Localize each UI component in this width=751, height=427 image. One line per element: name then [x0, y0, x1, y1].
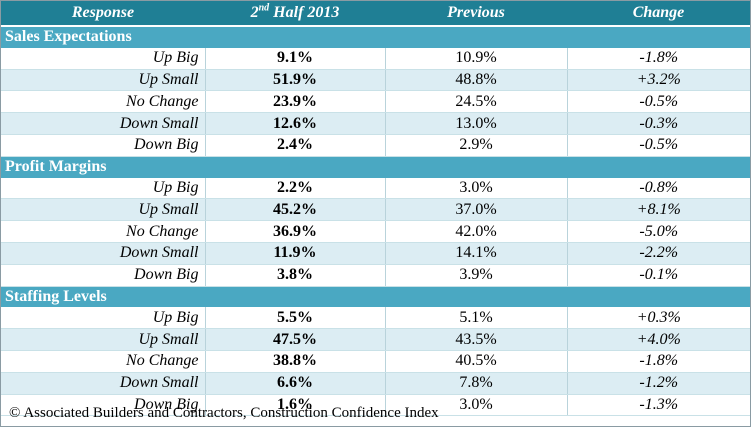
previous-value-cell: 43.5% — [385, 328, 568, 351]
table-row: Down Small 12.6% 13.0% -0.3% — [1, 112, 750, 135]
section-header-row: Profit Margins — [1, 155, 750, 178]
response-cell: Down Big — [1, 134, 206, 157]
change-value-cell: -1.8% — [567, 47, 750, 70]
current-value-cell: 2.2% — [205, 177, 386, 200]
response-cell: Down Small — [1, 242, 206, 265]
current-value-cell: 38.8% — [205, 350, 386, 373]
current-value-cell: 47.5% — [205, 328, 386, 351]
current-value-cell: 9.1% — [205, 47, 386, 70]
response-cell: Down Small — [1, 112, 206, 135]
response-cell: No Change — [1, 350, 206, 373]
response-cell: Down Big — [1, 394, 206, 417]
previous-value-cell: 40.5% — [385, 350, 568, 373]
header-response: Response — [1, 1, 205, 27]
change-value-cell: -0.1% — [567, 264, 750, 287]
table-row: Up Small 47.5% 43.5% +4.0% — [1, 328, 750, 351]
header-previous: Previous — [385, 1, 567, 27]
table-row: Up Small 45.2% 37.0% +8.1% — [1, 198, 750, 222]
table-row: Down Big 3.8% 3.9% -0.1% — [1, 264, 750, 287]
current-value-cell: 36.9% — [205, 220, 386, 243]
change-value-cell: -1.3% — [567, 394, 750, 417]
change-value-cell: -0.3% — [567, 112, 750, 135]
change-value-cell: +8.1% — [567, 198, 750, 222]
table-header: Response 2nd Half 2013 Previous Change — [1, 1, 750, 27]
table-body: Sales Expectations Up Big 9.1% 10.9% -1.8% Up… — [1, 25, 750, 417]
response-cell: Up Big — [1, 307, 206, 330]
table-row: Down Big 1.6% 3.0% -1.3% — [1, 394, 750, 417]
previous-value-cell: 10.9% — [385, 47, 568, 70]
current-value-cell: 12.6% — [205, 112, 386, 135]
current-value-cell: 3.8% — [205, 264, 386, 287]
source-footnote: © Associated Builders and Contractors, C… — [9, 405, 439, 421]
previous-value-cell: 37.0% — [385, 198, 568, 222]
response-cell: Up Small — [1, 198, 206, 222]
section-header-row: Sales Expectations — [1, 25, 750, 48]
section-title: Profit Margins — [1, 155, 750, 178]
table-row: Down Small 6.6% 7.8% -1.2% — [1, 372, 750, 395]
previous-value-cell: 14.1% — [385, 242, 568, 265]
change-value-cell: -0.5% — [567, 134, 750, 157]
current-value-cell: 51.9% — [205, 69, 386, 92]
table-row: No Change 23.9% 24.5% -0.5% — [1, 90, 750, 114]
previous-value-cell: 2.9% — [385, 134, 568, 157]
previous-value-cell: 24.5% — [385, 90, 568, 114]
table-row: Down Small 11.9% 14.1% -2.2% — [1, 242, 750, 265]
table-row: Down Big 2.4% 2.9% -0.5% — [1, 134, 750, 157]
previous-value-cell: 3.0% — [385, 394, 568, 417]
header-current-label: Half 2013 — [269, 4, 340, 21]
current-value-cell: 5.5% — [205, 307, 386, 330]
header-current-number: 2 — [250, 4, 259, 21]
response-cell: Up Small — [1, 328, 206, 351]
change-value-cell: -1.2% — [567, 372, 750, 395]
response-cell: Down Big — [1, 264, 206, 287]
response-cell: No Change — [1, 90, 206, 114]
previous-value-cell: 48.8% — [385, 69, 568, 92]
table-row: Up Small 51.9% 48.8% +3.2% — [1, 69, 750, 92]
previous-value-cell: 13.0% — [385, 112, 568, 135]
current-value-cell: 11.9% — [205, 242, 386, 265]
current-value-cell: 23.9% — [205, 90, 386, 114]
change-value-cell: +4.0% — [567, 328, 750, 351]
previous-value-cell: 5.1% — [385, 307, 568, 330]
change-value-cell: +3.2% — [567, 69, 750, 92]
section-header-row: Staffing Levels — [1, 285, 750, 308]
change-value-cell: -0.8% — [567, 177, 750, 200]
table-row: No Change 36.9% 42.0% -5.0% — [1, 220, 750, 243]
confidence-index-table: Response 2nd Half 2013 Previous Change S… — [1, 1, 750, 417]
current-value-cell: 2.4% — [205, 134, 386, 157]
section-title: Sales Expectations — [1, 25, 750, 48]
current-value-cell: 45.2% — [205, 198, 386, 222]
header-current-suffix: nd — [258, 2, 270, 14]
response-cell: Down Small — [1, 372, 206, 395]
table-row: Up Big 5.5% 5.1% +0.3% — [1, 307, 750, 330]
table-row: Up Big 2.2% 3.0% -0.8% — [1, 177, 750, 200]
change-value-cell: -1.8% — [567, 350, 750, 373]
previous-value-cell: 7.8% — [385, 372, 568, 395]
response-cell: Up Small — [1, 69, 206, 92]
response-cell: No Change — [1, 220, 206, 243]
current-value-cell: 1.6% — [205, 394, 386, 417]
change-value-cell: +0.3% — [567, 307, 750, 330]
header-change: Change — [567, 1, 750, 27]
change-value-cell: -5.0% — [567, 220, 750, 243]
response-cell: Up Big — [1, 177, 206, 200]
change-value-cell: -0.5% — [567, 90, 750, 114]
change-value-cell: -2.2% — [567, 242, 750, 265]
header-current-period: 2nd Half 2013 — [205, 1, 385, 27]
previous-value-cell: 42.0% — [385, 220, 568, 243]
table-row: Up Big 9.1% 10.9% -1.8% — [1, 47, 750, 70]
section-title: Staffing Levels — [1, 285, 750, 308]
previous-value-cell: 3.9% — [385, 264, 568, 287]
previous-value-cell: 3.0% — [385, 177, 568, 200]
current-value-cell: 6.6% — [205, 372, 386, 395]
table-row: No Change 38.8% 40.5% -1.8% — [1, 350, 750, 373]
response-cell: Up Big — [1, 47, 206, 70]
